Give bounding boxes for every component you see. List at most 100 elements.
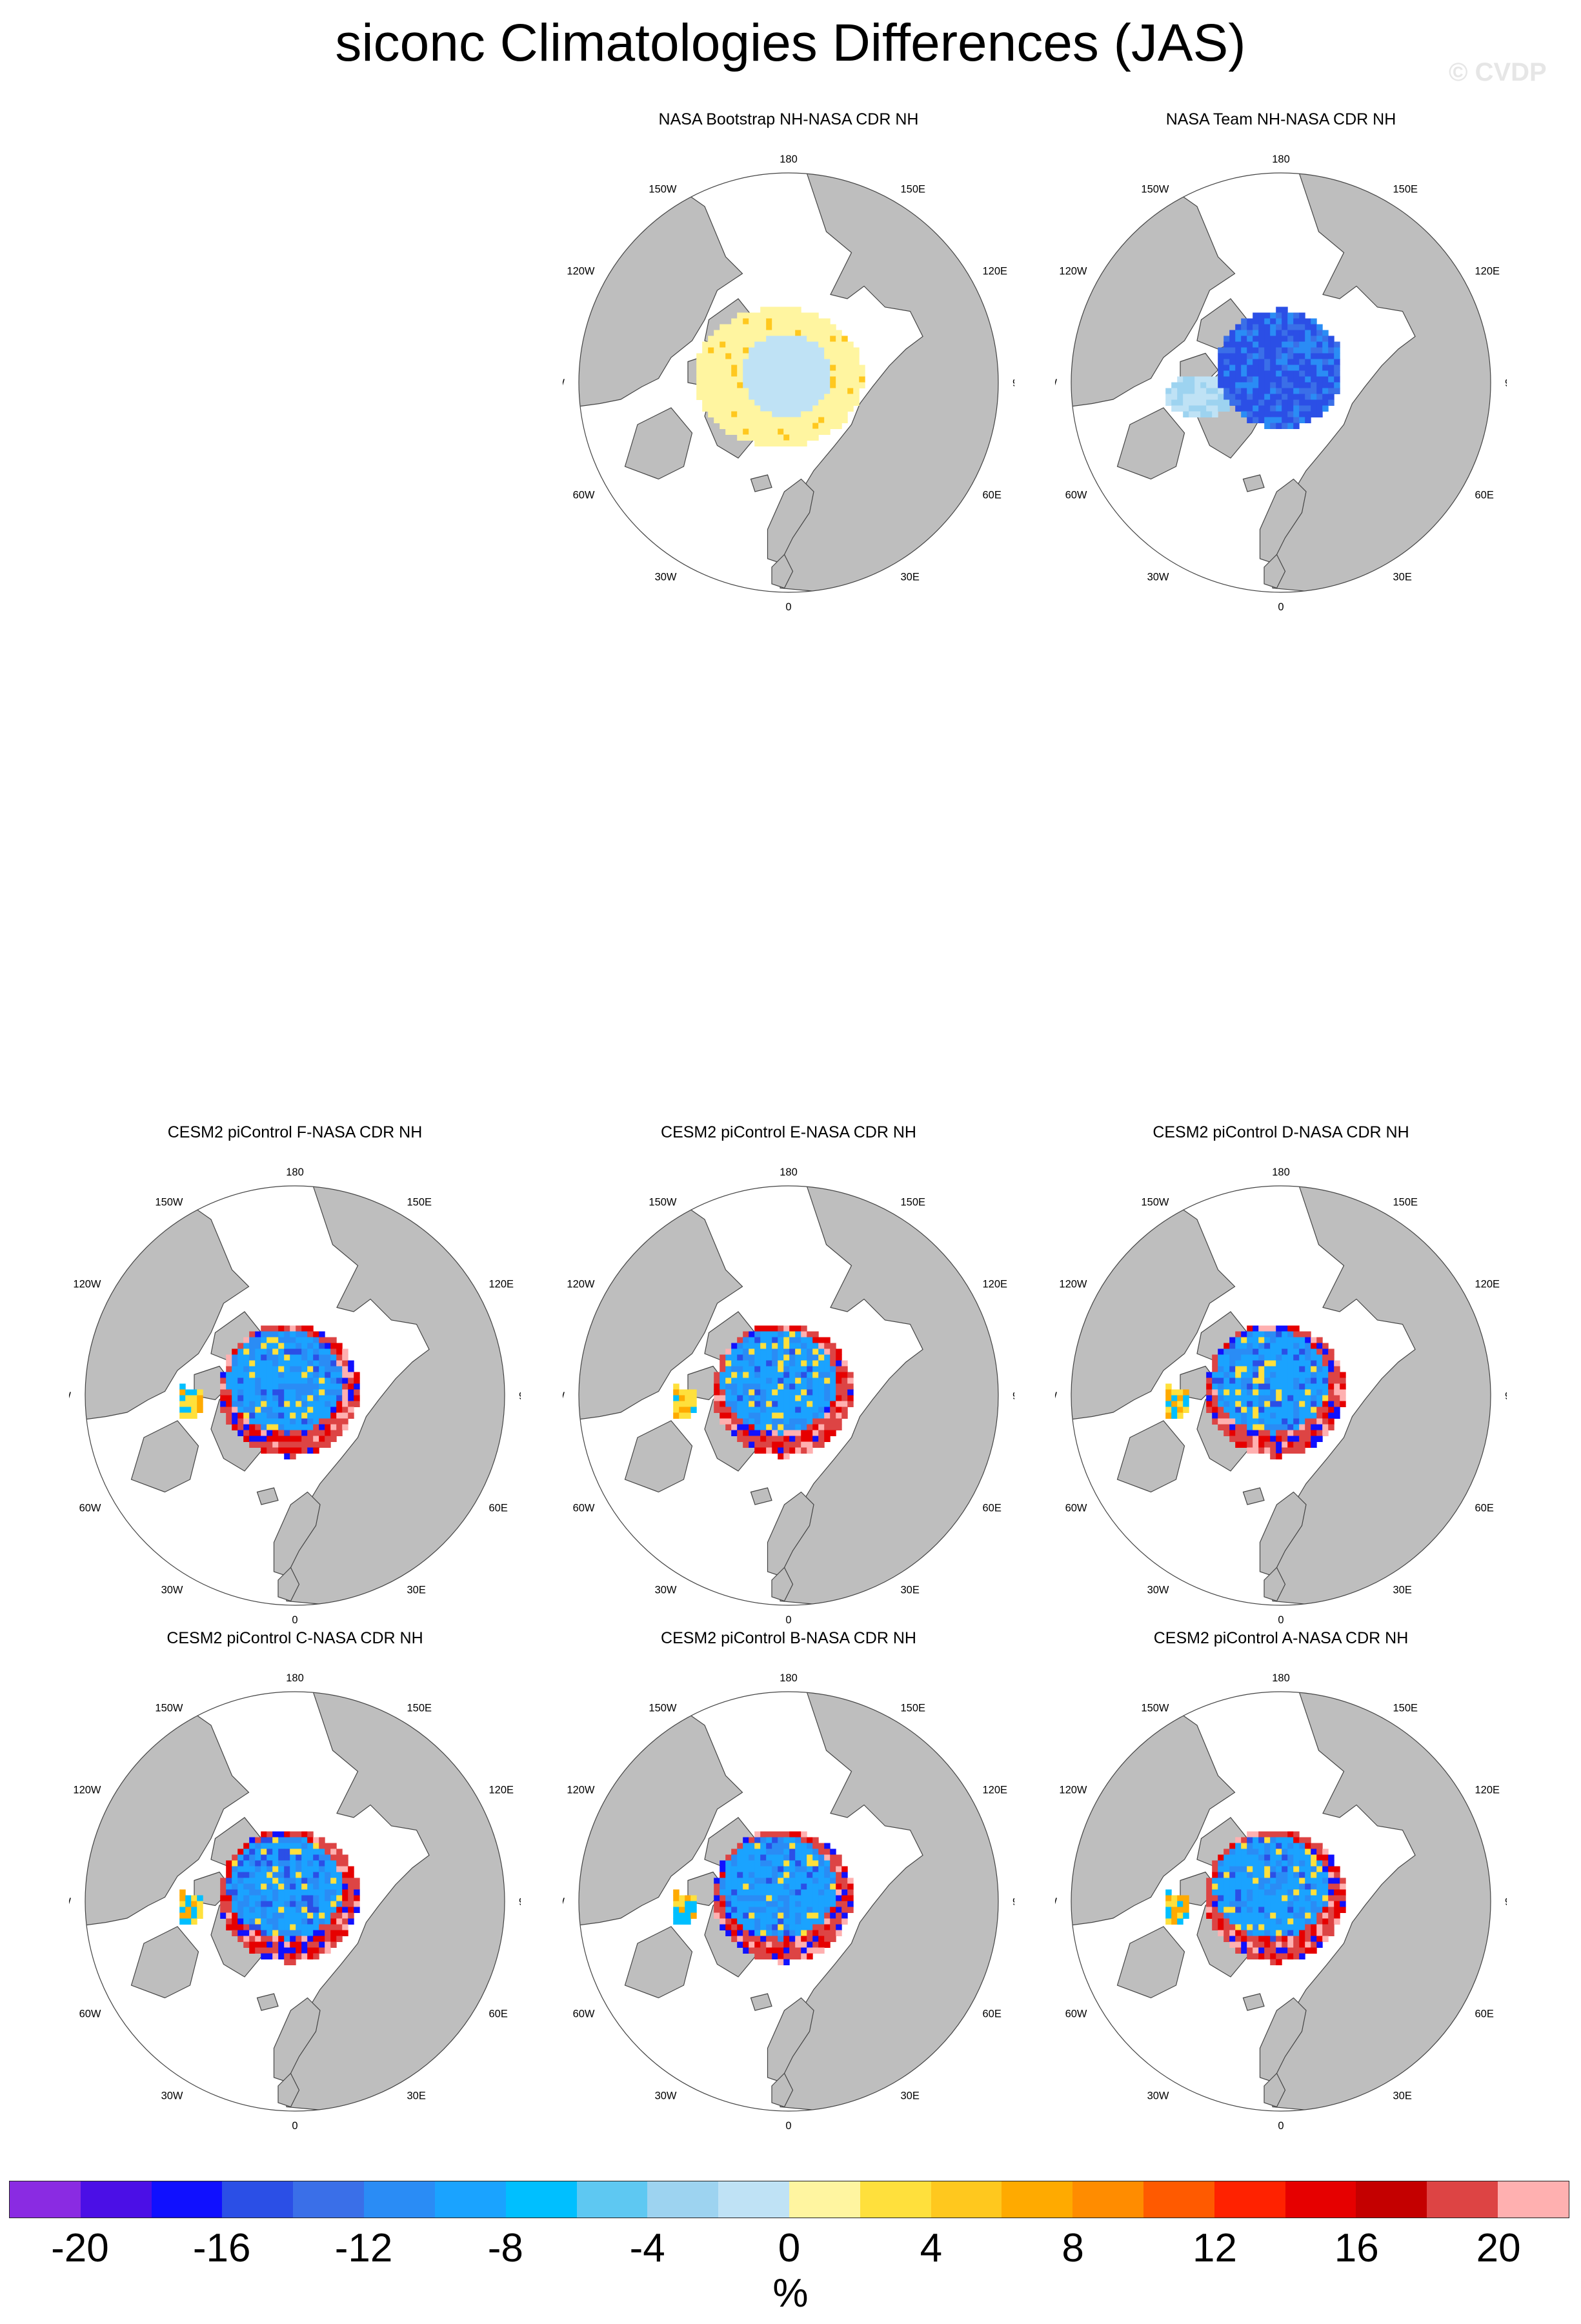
colorbar-box [10,2181,81,2218]
panel-title: CESM2 piControl A-NASA CDR NH [1153,1629,1409,1647]
longitude-label: 90W [1055,1896,1057,1908]
landmass [771,1567,794,1602]
landmass [1242,1993,1265,2011]
landmass [1116,1420,1185,1493]
colorbar-box [1498,2181,1569,2218]
longitude-label: 60W [1065,490,1087,501]
landmass [624,1926,693,1999]
landmass [1264,1567,1286,1602]
panel-title: CESM2 piControl E-NASA CDR NH [661,1123,916,1141]
longitude-label: 120W [1059,1279,1087,1290]
landmass [1264,554,1286,589]
longitude-label: 90E [1012,377,1014,389]
longitude-label: 180 [780,1167,798,1178]
map-boundary [1071,172,1491,593]
longitude-label: 0 [785,601,791,613]
longitude-label: 30E [407,1585,426,1596]
longitude-label: 120W [567,266,595,277]
map-boundary [85,1185,505,1606]
longitude-label: 150W [155,1197,183,1208]
longitude-label: 60E [983,2008,1002,2020]
longitude-label: 120E [489,1785,514,1796]
panel-title: NASA Bootstrap NH-NASA CDR NH [658,110,919,128]
landmass [780,173,998,592]
landmass [1272,1692,1491,2111]
longitude-label: 120W [1059,1785,1087,1796]
landmass [780,1692,998,2111]
colorbar-tick-label: -4 [629,2226,665,2270]
colorbar-box [434,2181,506,2218]
landmass [1242,474,1265,492]
landmass [256,1487,279,1505]
longitude-label: 90E [1012,1390,1014,1402]
longitude-label: 180 [1272,1672,1290,1684]
map-boundary [1071,1691,1491,2112]
landmass [750,1487,772,1505]
map-boundary [578,1691,999,2112]
colorbar-tick-label: -16 [192,2226,251,2270]
colorbar-box [789,2181,860,2218]
landmass [1242,1487,1265,1505]
landmass [1116,407,1185,480]
colorbar-tick-label: -8 [487,2226,523,2270]
colorbar-box [931,2181,1002,2218]
colorbar-units: % [772,2271,809,2316]
longitude-label: 120W [73,1279,101,1290]
longitude-label: 150E [1393,184,1418,195]
colorbar-tick-label: -20 [51,2226,109,2270]
landmass [767,478,814,564]
longitude-label: 150E [407,1703,432,1714]
colorbar-box [293,2181,365,2218]
longitude-label: 0 [1278,601,1284,613]
longitude-label: 120W [73,1785,101,1796]
colorbar-box [1214,2181,1285,2218]
colorbar-box [1427,2181,1498,2218]
longitude-label: 30E [1393,2090,1412,2102]
longitude-label: 90E [1505,1896,1507,1908]
landmass [277,2072,300,2108]
longitude-label: 150E [407,1197,432,1208]
polar-map: 180 150E 120E 90E 60E 30E 0 30W 60W 90W 120W 150W [1055,1672,1507,2132]
map-panel: CESM2 piControl B-NASA CDR NH 180 150E 120E… [563,1627,1014,2143]
landmass [130,1420,199,1493]
longitude-label: 30W [1147,1585,1169,1596]
longitude-label: 60W [1065,1503,1087,1514]
longitude-label: 150W [649,184,677,195]
colorbar-tick-label: 12 [1192,2226,1237,2270]
colorbar-box [1356,2181,1427,2218]
colorbar-box [576,2181,648,2218]
landmass [750,1993,772,2011]
colorbar-box [718,2181,789,2218]
polar-map: 180 150E 120E 90E 60E 30E 0 30W 60W 90W 120W 150W [1055,154,1507,613]
longitude-label: 150W [1141,184,1169,195]
colorbar-box [80,2181,152,2218]
sea-ice-difference-field [179,1831,360,1965]
colorbar-box [647,2181,719,2218]
longitude-label: 30W [655,572,677,583]
page-title: siconc Climatologies Differences (JAS) [335,14,1246,72]
landmass [767,1997,814,2083]
landmass [771,554,794,589]
longitude-label: 120E [1475,1785,1500,1796]
map-boundary [85,1691,505,2112]
colorbar-box [1072,2181,1143,2218]
longitude-label: 60W [573,2008,595,2020]
panel-title: CESM2 piControl D-NASA CDR NH [1153,1123,1409,1141]
longitude-label: 90W [563,377,565,389]
sea-ice-difference-field [1165,1325,1346,1459]
longitude-label: 60W [573,490,595,501]
longitude-label: 90E [1505,1390,1507,1402]
longitude-label: 180 [1272,154,1290,165]
polar-map: 180 150E 120E 90E 60E 30E 0 30W 60W 90W 120W 150W [69,1672,521,2132]
longitude-label: 150W [1141,1703,1169,1714]
sea-ice-difference-field [1165,306,1340,429]
landmass [624,407,693,480]
colorbar-tick-label: 8 [1062,2226,1084,2270]
colorbar-tick-label: 16 [1334,2226,1379,2270]
longitude-label: 30W [161,2090,183,2102]
landmass [624,1420,693,1493]
sea-ice-difference-field [673,1325,854,1459]
landmass [1259,1997,1307,2083]
landmass [277,1567,300,1602]
landmass [780,1186,998,1605]
